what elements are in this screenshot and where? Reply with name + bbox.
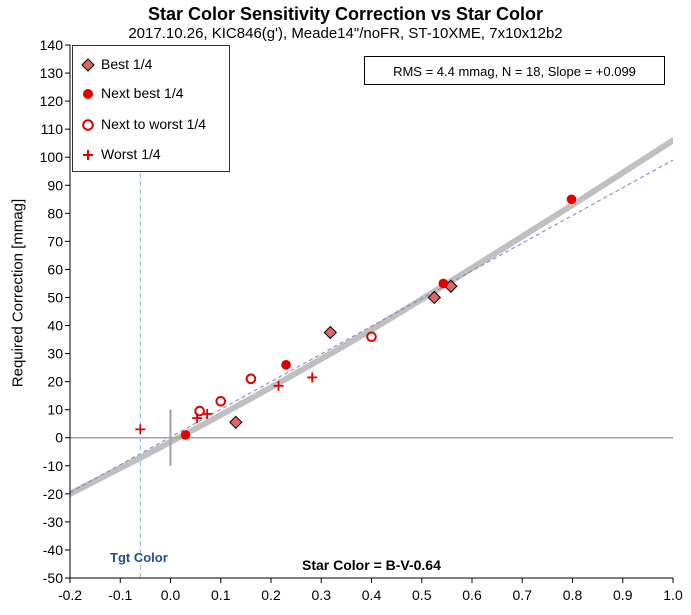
x-tick-label: 0.2 [261,587,281,603]
y-tick-label: -20 [43,486,63,502]
point-next-best [438,278,449,289]
point-worst [202,408,213,419]
point-best [323,325,338,340]
axes [65,44,674,583]
x-tick-label: -0.1 [108,587,132,603]
x-tick-label: 0.3 [312,587,332,603]
x-tick-label: 0.6 [462,587,482,603]
data-points [135,194,577,440]
y-tick-label: 80 [47,205,63,221]
point-best [427,290,442,305]
point-next-to-worst [245,373,257,385]
legend-label-best: Best 1/4 [101,56,153,72]
y-tick-label: 50 [47,289,63,305]
filled-circle-marker-icon [83,89,93,100]
x-axis-note: Star Color = B-V-0.64 [302,557,441,573]
y-tick-label: 100 [40,149,64,165]
point-worst [307,372,318,383]
point-next-to-worst [366,331,377,343]
x-tick-label: 0.7 [513,587,533,603]
y-tick-label: 140 [40,37,64,53]
y-tick-label: -30 [43,514,63,530]
open-circle-marker-icon [82,119,94,132]
point-worst [192,413,203,424]
legend-label-next-best: Next best 1/4 [101,85,184,101]
x-tick-label: -0.2 [58,587,82,603]
legend-item-next-best: Next best 1/4 [81,83,184,103]
x-tick-label: 1.0 [663,587,683,603]
legend-item-next-to-worst: Next to worst 1/4 [81,114,206,134]
y-tick-label: 60 [47,261,63,277]
y-tick-label: 20 [47,374,63,390]
point-next-best [180,430,191,440]
y-tick-label: 70 [47,233,63,249]
legend-item-best: Best 1/4 [81,54,152,74]
fit-lines [70,137,673,497]
y-tick-label: -40 [43,542,63,558]
y-tick-label: -10 [43,458,63,474]
y-tick-label: 0 [55,430,63,446]
y-tick-label: 40 [47,318,63,334]
diamond-marker-icon [81,58,95,73]
x-tick-label: 0.1 [211,587,231,603]
y-tick-label: -50 [43,570,63,586]
point-next-best [281,360,291,370]
y-tick-label: 10 [47,402,63,418]
x-tick-label: 0.0 [161,587,181,603]
point-next-best [566,194,577,205]
x-tick-label: 0.5 [412,587,432,603]
stats-box: RMS = 4.4 mmag, N = 18, Slope = +0.099 [364,56,665,85]
legend-item-worst: Worst 1/4 [81,144,161,164]
x-tick-label: 0.8 [563,587,583,603]
chart-title: Star Color Sensitivity Correction vs Sta… [147,4,544,24]
x-tick-label: 0.4 [362,587,382,603]
point-worst [273,380,284,391]
reference-lines [70,171,673,578]
y-tick-label: 110 [41,121,64,137]
y-tick-label: 90 [47,177,63,193]
point-worst [135,424,146,435]
y-axis-label: Required Correction [mmag] [9,198,27,388]
y-tick-label: 30 [47,346,63,362]
target-color-label: Tgt Color [110,550,168,565]
y-tick-label: 120 [40,93,64,109]
fit-curve [70,137,673,497]
legend-label-worst: Worst 1/4 [101,146,161,162]
legend: Best 1/4 Next best 1/4 Next to worst 1/4… [72,45,230,172]
point-next-to-worst [215,395,227,407]
tick-labels: -0.2 -0.1 0.0 0.1 0.2 0.3 0.4 0.5 0.6 0.7 0.8 0.9 1.… [40,37,683,603]
legend-label-next-to-worst: Next to worst 1/4 [101,116,207,132]
linear-fit-line [70,159,673,493]
plus-marker-icon [83,150,93,161]
point-best [229,415,243,430]
chart-subtitle: 2017.10.26, KIC846(g'), Meade14"/noFR, S… [128,25,563,42]
x-tick-label: 0.9 [613,587,633,603]
y-tick-label: 130 [40,65,64,81]
